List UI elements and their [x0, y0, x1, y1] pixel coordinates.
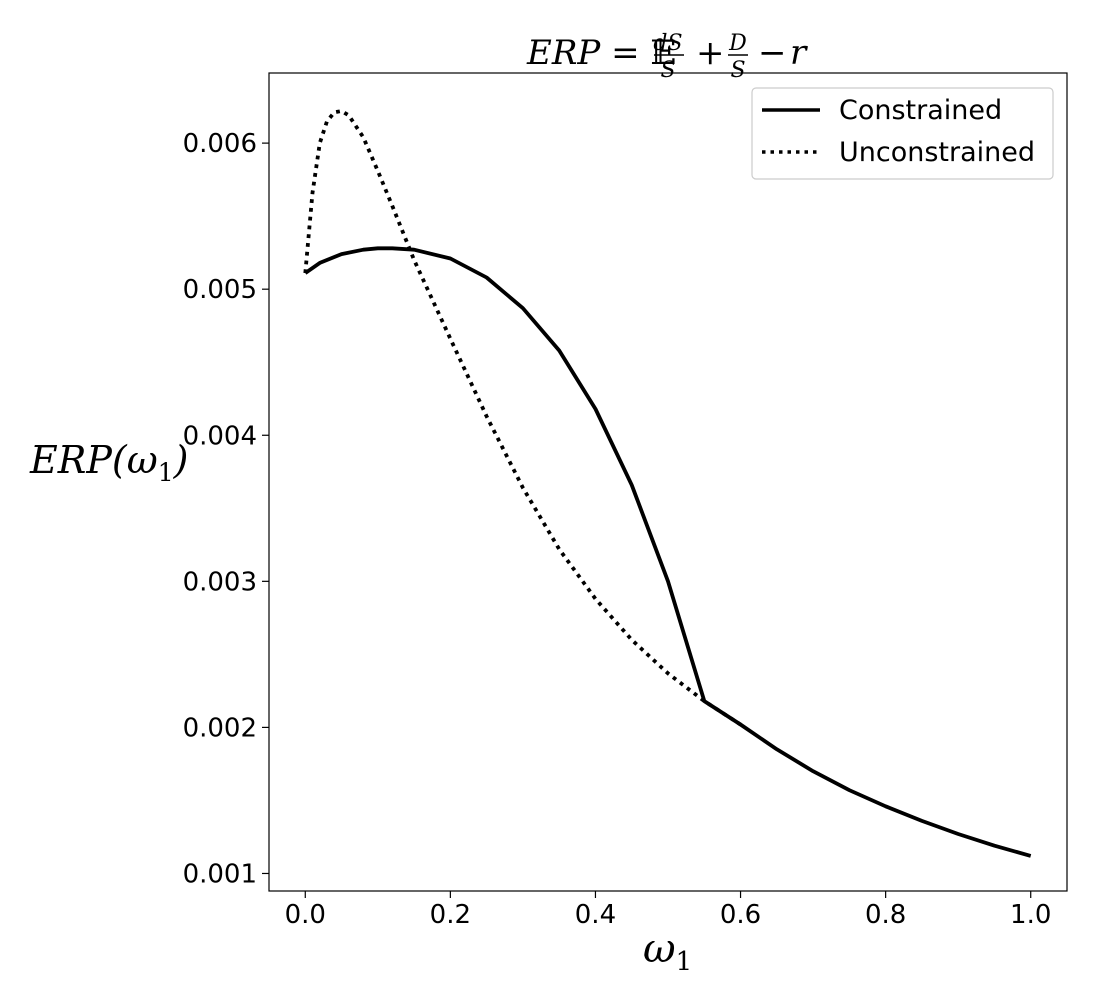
title-r: r — [790, 33, 808, 73]
y-tick-label: 0.002 — [183, 713, 257, 743]
x-tick-label: 1.0 — [1010, 900, 1051, 930]
y-tick-label: 0.003 — [183, 567, 257, 597]
x-tick-label: 0.4 — [575, 900, 616, 930]
x-tick-label: 0.8 — [865, 900, 906, 930]
title-plus: + — [696, 33, 725, 73]
title-fraction-ds-s: dS S — [653, 31, 684, 83]
y-tick-label: 0.001 — [183, 859, 257, 889]
svg-text:dS: dS — [653, 31, 682, 56]
y-tick-label: 0.005 — [183, 275, 257, 305]
x-tick-label: 0.0 — [285, 900, 326, 930]
y-tick-label: 0.004 — [183, 421, 257, 451]
svg-text:S: S — [660, 58, 675, 83]
y-axis: 0.001 0.002 0.003 0.004 0.005 0.006 — [183, 129, 269, 889]
series-line-unconstrained — [303, 109, 742, 727]
title-minus: − — [758, 33, 787, 73]
y-axis-label: ERP(ω1) — [29, 438, 188, 487]
legend-box — [751, 87, 1054, 180]
svg-text:D: D — [728, 31, 747, 56]
legend-label-unconstrained: Unconstrained — [839, 137, 1035, 168]
x-tick-label: 0.6 — [720, 900, 761, 930]
chart-title: ERP = 𝔼 — [526, 33, 676, 73]
svg-text:S: S — [730, 58, 745, 83]
legend-label-constrained: Constrained — [839, 95, 1002, 126]
x-axis-label: ω1 — [643, 926, 692, 977]
series-layer — [303, 109, 1032, 858]
series-line-constrained — [304, 246, 1032, 858]
legend: Constrained Unconstrained — [751, 87, 1054, 180]
y-tick-label: 0.006 — [183, 129, 257, 159]
title-fraction-d-s: D S — [728, 31, 748, 83]
x-axis: 0.0 0.2 0.4 0.6 0.8 1.0 — [285, 891, 1051, 930]
x-tick-label: 0.2 — [430, 900, 471, 930]
plot-area — [268, 72, 1068, 892]
